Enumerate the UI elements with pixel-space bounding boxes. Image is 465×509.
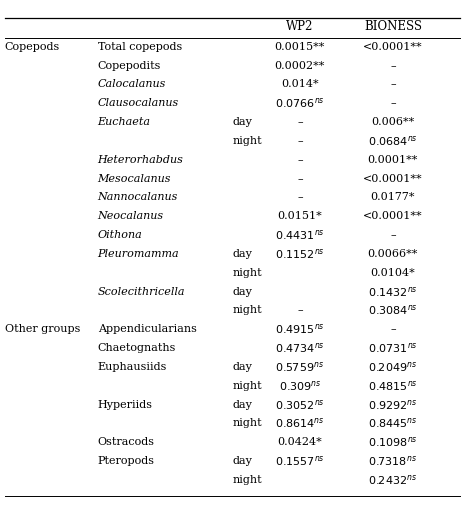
Text: day: day [232, 456, 252, 466]
Text: $0.1557^{ns}$: $0.1557^{ns}$ [275, 454, 325, 468]
Text: 0.0001**: 0.0001** [368, 155, 418, 165]
Text: –: – [390, 79, 396, 90]
Text: 0.0002**: 0.0002** [275, 61, 325, 71]
Text: day: day [232, 117, 252, 127]
Text: $0.0684^{ns}$: $0.0684^{ns}$ [368, 134, 418, 148]
Text: –: – [297, 117, 303, 127]
Text: Mesocalanus: Mesocalanus [98, 174, 171, 184]
Text: $0.8614^{ns}$: $0.8614^{ns}$ [275, 416, 325, 431]
Text: $0.3084^{ns}$: $0.3084^{ns}$ [368, 303, 418, 318]
Text: Nannocalanus: Nannocalanus [98, 192, 178, 203]
Text: $0.0731^{ns}$: $0.0731^{ns}$ [368, 341, 418, 355]
Text: Pleuromamma: Pleuromamma [98, 249, 179, 259]
Text: $0.5759^{ns}$: $0.5759^{ns}$ [275, 360, 325, 374]
Text: Euphausiids: Euphausiids [98, 362, 167, 372]
Text: –: – [390, 324, 396, 334]
Text: Chaetognaths: Chaetognaths [98, 343, 176, 353]
Text: 0.0104*: 0.0104* [371, 268, 415, 278]
Text: Copepodits: Copepodits [98, 61, 161, 71]
Text: <0.0001**: <0.0001** [363, 174, 423, 184]
Text: night: night [232, 475, 262, 485]
Text: $0.2432^{ns}$: $0.2432^{ns}$ [368, 473, 418, 487]
Text: $0.1098^{ns}$: $0.1098^{ns}$ [368, 435, 418, 449]
Text: –: – [297, 305, 303, 316]
Text: 0.014*: 0.014* [281, 79, 319, 90]
Text: day: day [232, 362, 252, 372]
Text: Pteropods: Pteropods [98, 456, 155, 466]
Text: day: day [232, 249, 252, 259]
Text: –: – [297, 136, 303, 146]
Text: night: night [232, 418, 262, 429]
Text: $0.8445^{ns}$: $0.8445^{ns}$ [368, 416, 418, 431]
Text: Calocalanus: Calocalanus [98, 79, 166, 90]
Text: Heterorhabdus: Heterorhabdus [98, 155, 184, 165]
Text: $0.2049^{ns}$: $0.2049^{ns}$ [368, 360, 418, 374]
Text: $0.3052^{ns}$: $0.3052^{ns}$ [275, 398, 325, 412]
Text: Copepods: Copepods [5, 42, 60, 52]
Text: <0.0001**: <0.0001** [363, 211, 423, 221]
Text: $0.4815^{ns}$: $0.4815^{ns}$ [368, 379, 418, 393]
Text: Total copepods: Total copepods [98, 42, 182, 52]
Text: Oithona: Oithona [98, 230, 142, 240]
Text: $0.4734^{ns}$: $0.4734^{ns}$ [275, 341, 325, 355]
Text: –: – [390, 230, 396, 240]
Text: 0.0066**: 0.0066** [368, 249, 418, 259]
Text: night: night [232, 136, 262, 146]
Text: 0.0424*: 0.0424* [278, 437, 322, 447]
Text: –: – [390, 61, 396, 71]
Text: day: day [232, 400, 252, 410]
Text: Hyperiids: Hyperiids [98, 400, 153, 410]
Text: BIONESS: BIONESS [364, 20, 422, 34]
Text: night: night [232, 268, 262, 278]
Text: –: – [297, 155, 303, 165]
Text: Euchaeta: Euchaeta [98, 117, 151, 127]
Text: Other groups: Other groups [5, 324, 80, 334]
Text: Ostracods: Ostracods [98, 437, 155, 447]
Text: $0.1152^{ns}$: $0.1152^{ns}$ [275, 247, 325, 261]
Text: Neocalanus: Neocalanus [98, 211, 164, 221]
Text: 0.0151*: 0.0151* [278, 211, 322, 221]
Text: <0.0001**: <0.0001** [363, 42, 423, 52]
Text: $0.0766^{ns}$: $0.0766^{ns}$ [275, 96, 325, 110]
Text: day: day [232, 287, 252, 297]
Text: 0.0177*: 0.0177* [371, 192, 415, 203]
Text: $0.9292^{ns}$: $0.9292^{ns}$ [368, 398, 418, 412]
Text: 0.006**: 0.006** [371, 117, 415, 127]
Text: Appendicularians: Appendicularians [98, 324, 197, 334]
Text: $0.4915^{ns}$: $0.4915^{ns}$ [275, 322, 325, 336]
Text: Scolecithricella: Scolecithricella [98, 287, 185, 297]
Text: Clausocalanus: Clausocalanus [98, 98, 179, 108]
Text: –: – [297, 174, 303, 184]
Text: night: night [232, 305, 262, 316]
Text: –: – [390, 98, 396, 108]
Text: night: night [232, 381, 262, 391]
Text: $0.309^{ns}$: $0.309^{ns}$ [279, 379, 321, 393]
Text: $0.1432^{ns}$: $0.1432^{ns}$ [368, 285, 418, 299]
Text: 0.0015**: 0.0015** [275, 42, 325, 52]
Text: WP2: WP2 [286, 20, 313, 34]
Text: $0.4431^{ns}$: $0.4431^{ns}$ [275, 228, 325, 242]
Text: –: – [297, 192, 303, 203]
Text: $0.7318^{ns}$: $0.7318^{ns}$ [368, 454, 418, 468]
